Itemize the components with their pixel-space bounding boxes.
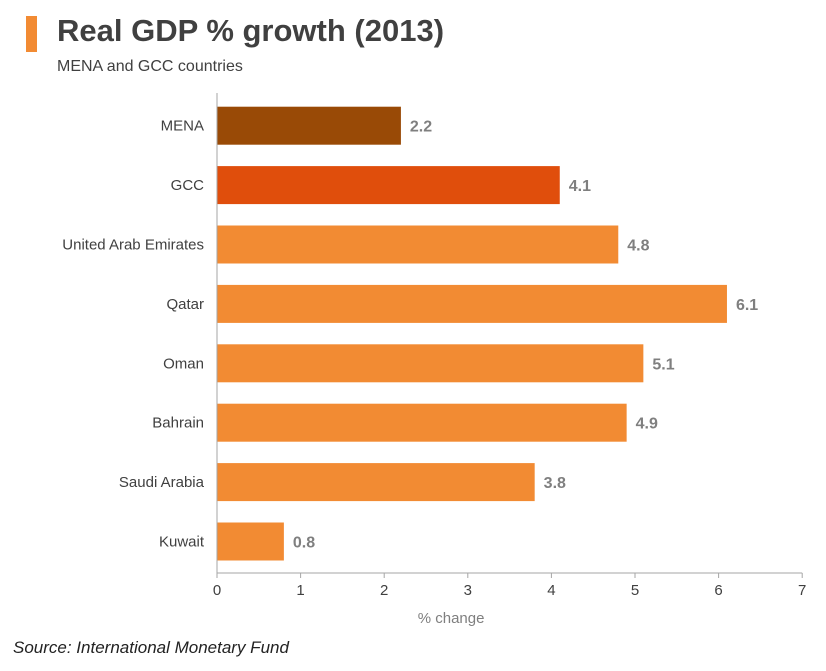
data-label: 5.1 <box>652 356 674 373</box>
data-label: 3.8 <box>544 475 566 492</box>
x-tick-label: 7 <box>798 582 806 599</box>
x-tick-label: 5 <box>631 582 639 599</box>
category-label: MENA <box>161 118 204 135</box>
bar <box>217 106 401 145</box>
data-label: 4.1 <box>569 178 591 195</box>
bar <box>217 463 535 502</box>
data-label: 4.9 <box>636 416 658 433</box>
bar <box>217 403 627 442</box>
data-label: 0.8 <box>293 535 315 552</box>
chart-title: Real GDP % growth (2013) <box>57 13 445 48</box>
x-tick-label: 0 <box>213 582 221 599</box>
chart-subtitle: MENA and GCC countries <box>57 58 243 75</box>
data-label: 2.2 <box>410 119 432 136</box>
category-label: United Arab Emirates <box>62 237 204 254</box>
x-tick-label: 4 <box>547 582 555 599</box>
category-label: GCC <box>171 177 205 194</box>
bar <box>217 522 284 561</box>
source-note: Source: International Monetary Fund <box>13 638 289 657</box>
category-label: Oman <box>163 355 204 372</box>
category-label: Bahrain <box>152 415 204 432</box>
bar <box>217 284 727 323</box>
x-tick-label: 1 <box>296 582 304 599</box>
category-label: Qatar <box>166 296 204 313</box>
x-axis-title: % change <box>418 610 485 627</box>
x-tick-label: 6 <box>714 582 722 599</box>
x-tick-label: 3 <box>464 582 472 599</box>
bar <box>217 344 644 383</box>
data-label: 6.1 <box>736 297 758 314</box>
data-label: 4.8 <box>627 238 649 255</box>
bar <box>217 225 619 264</box>
category-label: Saudi Arabia <box>119 474 205 491</box>
category-label: Kuwait <box>159 534 205 551</box>
bar <box>217 166 560 205</box>
x-tick-label: 2 <box>380 582 388 599</box>
title-accent-bar <box>26 16 37 52</box>
